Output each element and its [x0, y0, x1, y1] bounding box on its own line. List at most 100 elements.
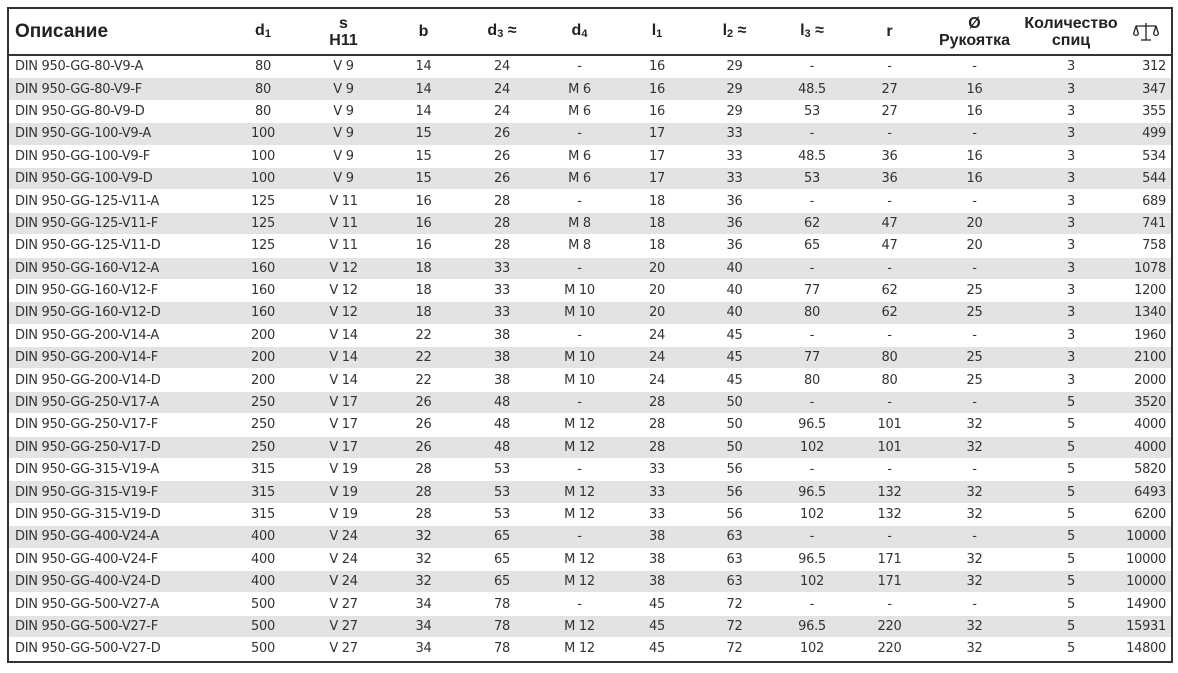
table-cell: 18	[384, 280, 463, 303]
table-cell: 45	[618, 615, 696, 639]
table-cell: M 8	[541, 235, 618, 258]
header-cell: d4	[541, 9, 618, 56]
table-cell: V 9	[303, 123, 384, 146]
table-cell: 5	[1021, 436, 1121, 460]
table-cell: -	[773, 325, 851, 348]
table-cell: 56	[696, 459, 773, 482]
table-cell: 3	[1021, 123, 1121, 146]
header-line-2: Рукоятка	[938, 31, 1010, 49]
table-cell: 1078	[1121, 257, 1171, 280]
table-cell: V 9	[303, 56, 384, 79]
table-cell: 16	[618, 56, 696, 79]
table-cell: 312	[1121, 56, 1171, 79]
table-cell: 38	[463, 325, 541, 348]
table-cell: 534	[1121, 146, 1171, 168]
table-cell: 220	[851, 638, 928, 661]
table-cell: 14	[384, 56, 463, 79]
table-cell: V 17	[303, 391, 384, 415]
table-cell: 3520	[1121, 391, 1171, 415]
table-cell: 77	[773, 280, 851, 303]
table-cell: 17	[618, 123, 696, 146]
table-cell: 3	[1021, 190, 1121, 213]
table-cell: 80	[223, 56, 303, 79]
table-cell: 14	[384, 78, 463, 101]
table-cell: 132	[851, 481, 928, 504]
table-cell: 5820	[1121, 459, 1171, 482]
header-line: l1	[652, 22, 663, 41]
table-cell: 200	[223, 325, 303, 348]
table-cell: V 14	[303, 369, 384, 392]
table-cell: 20	[618, 302, 696, 325]
table-cell: 3	[1021, 101, 1121, 124]
table-cell: 100	[223, 146, 303, 168]
table-cell: DIN 950-GG-125-V11-F	[9, 212, 223, 236]
table-cell: -	[541, 56, 618, 79]
table-cell: -	[928, 257, 1021, 280]
header-cell: Количество спиц	[1021, 9, 1121, 56]
table-cell: -	[773, 391, 851, 415]
table-cell: 500	[223, 593, 303, 616]
table-cell: 50	[696, 436, 773, 460]
table-cell: 1200	[1121, 280, 1171, 303]
table-cell: 24	[618, 369, 696, 392]
table-cell: 20	[618, 257, 696, 280]
table-cell: 355	[1121, 101, 1171, 124]
table-cell: 28	[384, 481, 463, 504]
table-cell: -	[541, 526, 618, 549]
table-cell: 24	[463, 101, 541, 124]
table-cell: 63	[696, 570, 773, 594]
table-cell: 160	[223, 302, 303, 325]
table-cell: 160	[223, 257, 303, 280]
table-cell: 33	[618, 459, 696, 482]
table-cell: 28	[463, 212, 541, 236]
table-cell: 15	[384, 123, 463, 146]
table-cell: V 9	[303, 167, 384, 191]
table-cell: DIN 950-GG-250-V17-F	[9, 414, 223, 437]
table-cell: -	[851, 56, 928, 79]
table-cell: -	[541, 257, 618, 280]
table-cell: 32	[384, 549, 463, 571]
table-cell: 33	[696, 167, 773, 191]
table-cell: 3	[1021, 56, 1121, 79]
table-cell: 78	[463, 615, 541, 639]
table-cell: -	[773, 190, 851, 213]
table-cell: 50	[696, 414, 773, 437]
table-cell: 32	[928, 504, 1021, 527]
table-cell: 36	[851, 146, 928, 168]
header-cell: d3 ≈	[463, 9, 541, 56]
header-suffix: ≈	[737, 22, 747, 39]
table-cell: -	[541, 459, 618, 482]
table-cell: 3	[1021, 167, 1121, 191]
table-cell: 72	[696, 638, 773, 661]
table-cell: 250	[223, 414, 303, 437]
table-cell: 15931	[1121, 615, 1171, 639]
table-cell: 26	[384, 391, 463, 415]
table-cell: 28	[384, 459, 463, 482]
header-suffix: ≈	[815, 22, 824, 39]
table-cell: DIN 950-GG-200-V14-A	[9, 325, 223, 348]
table-cell: 26	[463, 146, 541, 168]
table-cell: -	[928, 526, 1021, 549]
table-cell: DIN 950-GG-500-V27-A	[9, 593, 223, 616]
table-cell: DIN 950-GG-125-V11-D	[9, 235, 223, 258]
table-cell: 29	[696, 101, 773, 124]
table-cell: V 17	[303, 414, 384, 437]
table-cell: 5	[1021, 391, 1121, 415]
table-cell: 38	[618, 570, 696, 594]
table-cell: 36	[851, 167, 928, 191]
table-cell: DIN 950-GG-315-V19-D	[9, 504, 223, 527]
table-cell: 32	[928, 414, 1021, 437]
table-cell: 24	[618, 347, 696, 370]
table-cell: -	[928, 190, 1021, 213]
table-cell: 544	[1121, 167, 1171, 191]
table-cell: 16	[618, 101, 696, 124]
table-cell: M 6	[541, 146, 618, 168]
table-cell: 22	[384, 325, 463, 348]
table-cell: DIN 950-GG-400-V24-F	[9, 549, 223, 571]
table-cell: 16	[928, 78, 1021, 101]
table-cell: V 19	[303, 459, 384, 482]
table-cell: -	[928, 391, 1021, 415]
table-cell: 24	[618, 325, 696, 348]
table-cell: 5	[1021, 526, 1121, 549]
table-cell: DIN 950-GG-100-V9-A	[9, 123, 223, 146]
